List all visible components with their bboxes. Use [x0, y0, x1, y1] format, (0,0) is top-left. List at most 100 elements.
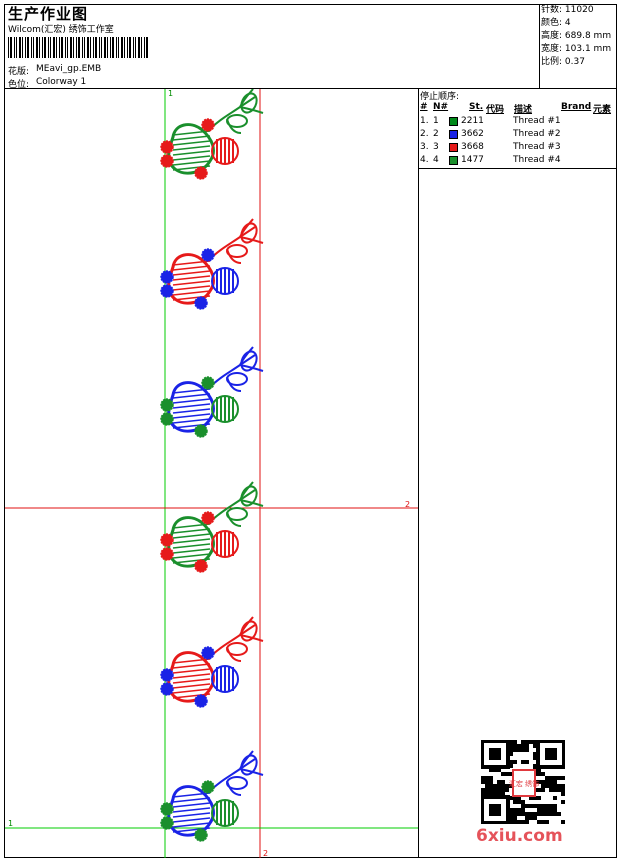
motif-body-stripe [172, 393, 211, 399]
qr-module [497, 768, 501, 772]
qr-module [537, 808, 541, 812]
qr-module [541, 812, 545, 816]
barcode-bar [22, 37, 23, 58]
qr-module [561, 784, 565, 788]
embroidery-motif [160, 346, 264, 438]
barcode-bar [107, 37, 108, 58]
motif-flower [160, 682, 174, 696]
qr-module [521, 748, 525, 752]
barcode-bar [138, 37, 140, 58]
barcode-bar [121, 37, 123, 58]
stop-sequence-heading: 停止顺序: [420, 92, 460, 102]
qr-module [485, 792, 489, 796]
qr-module [549, 788, 553, 792]
stop-row: 1. 1 2211 Thread #1 [420, 116, 561, 126]
qr-finder-center [489, 804, 501, 816]
design-label: 花版: [8, 67, 30, 77]
stats-divider [539, 4, 540, 88]
barcode-bar [27, 37, 29, 58]
qr-module [529, 816, 533, 820]
embroidery-motif [160, 616, 264, 708]
motif-flower [194, 559, 208, 573]
motif-body-stripe [172, 558, 211, 564]
qr-module [553, 796, 557, 800]
stat-width: 宽度: 103.1 mm [541, 44, 612, 54]
motif-flower [194, 828, 208, 842]
qr-module [529, 804, 533, 808]
motif-body-stripe [172, 683, 211, 689]
motif-body-stripe [172, 265, 211, 271]
qr-module [509, 752, 513, 756]
motif-body-stripe [172, 413, 211, 419]
barcode-bar [95, 37, 97, 58]
qr-module [481, 780, 485, 784]
barcode-bar [84, 37, 85, 58]
barcode [8, 37, 148, 58]
qr-module [533, 744, 537, 748]
qr-module [489, 780, 493, 784]
stats-panel: 针数: 11020 颜色: 4 高度: 689.8 mm 宽度: 103.1 m… [541, 4, 611, 69]
qr-module [513, 740, 517, 744]
qr-module [545, 780, 549, 784]
qr-module [553, 812, 557, 816]
qr-module [481, 776, 485, 780]
qr-module [557, 776, 561, 780]
motif-flower [160, 668, 174, 682]
qr-module [537, 772, 541, 776]
qr-module [537, 780, 541, 784]
barcode-bar [133, 37, 134, 58]
motif-leaf [240, 620, 258, 642]
motif-flower [201, 118, 215, 132]
qr-module [553, 780, 557, 784]
qr-module [501, 780, 505, 784]
col-brand: Brand [561, 102, 592, 112]
qr-module [489, 768, 493, 772]
qr-module [481, 792, 485, 796]
motif-flower [194, 424, 208, 438]
motif-body-stripe [172, 693, 211, 699]
barcode-bar [16, 37, 17, 58]
stat-scale: 比例: 0.37 [541, 57, 585, 67]
barcode-bar [87, 37, 89, 58]
qr-module [509, 816, 513, 820]
qr-module [489, 784, 493, 788]
motif-ball [211, 395, 239, 423]
barcode-bar [44, 37, 46, 58]
qr-module [509, 772, 513, 776]
col-st: St. [469, 102, 484, 112]
qr-module [509, 760, 513, 764]
motif-body-stripe [172, 797, 211, 803]
thread-swatch [449, 117, 458, 126]
motif-flower [160, 284, 174, 298]
qr-finder-center [545, 748, 557, 760]
page-title: 生产作业图 [8, 5, 89, 23]
motif-leaf [240, 92, 258, 114]
qr-module [521, 812, 525, 816]
panel-divider [418, 88, 419, 858]
motif-body-stripe [172, 295, 211, 301]
qr-module [553, 788, 557, 792]
motif-flower [160, 412, 174, 426]
qr-module [493, 784, 497, 788]
motif-body-stripe [172, 658, 211, 664]
qr-module [517, 812, 521, 816]
motif-body-stripe [172, 792, 211, 798]
motif-body-stripe [172, 663, 211, 669]
qr-module [557, 812, 561, 816]
qr-module [525, 760, 529, 764]
qr-module [493, 792, 497, 796]
barcode-bar [99, 37, 100, 58]
motif-body-stripe [172, 538, 211, 544]
motif-body-stripe [172, 668, 211, 674]
motif-ball [211, 137, 239, 165]
guide-label-v1: 1 [168, 89, 173, 98]
motif-flower [160, 140, 174, 154]
qr-module [537, 812, 541, 816]
qr-module [541, 780, 545, 784]
motif-flower [194, 296, 208, 310]
colorway-label: 色位: [8, 80, 30, 90]
qr-module [521, 760, 525, 764]
qr-finder [481, 795, 510, 824]
barcode-bar [33, 37, 34, 58]
qr-module [513, 748, 517, 752]
